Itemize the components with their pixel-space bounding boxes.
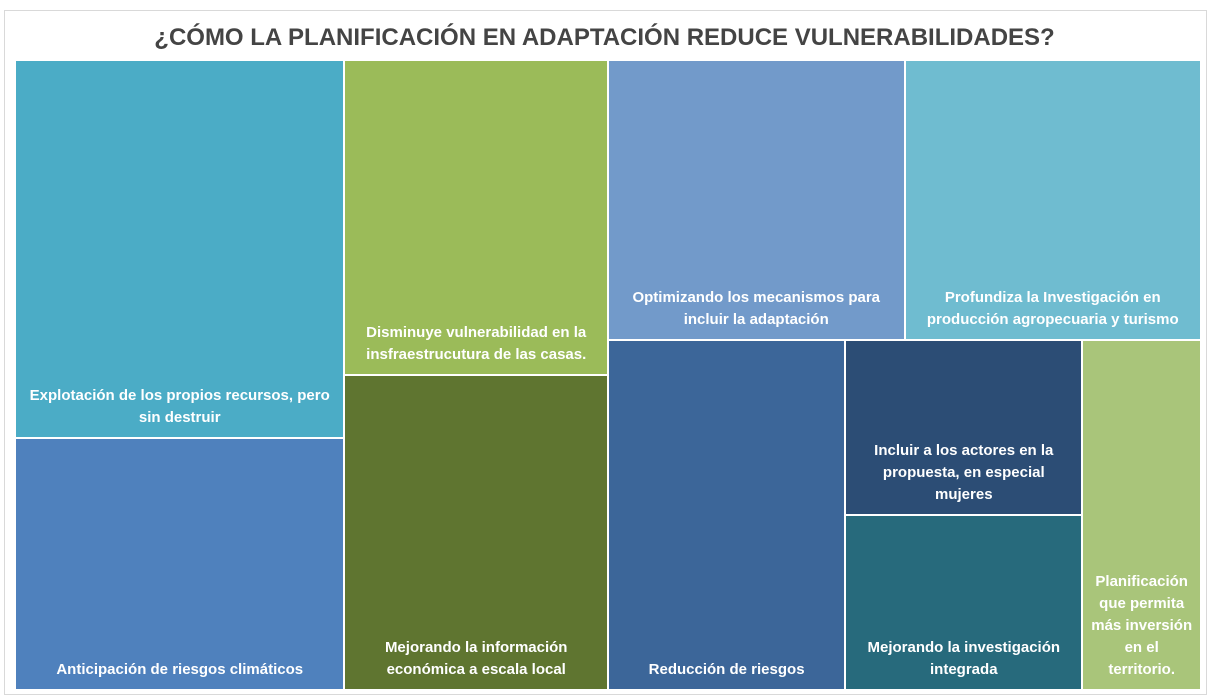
- treemap-cell: Disminuye vulnerabilidad en la insfraest…: [344, 60, 608, 375]
- chart-title: ¿CÓMO LA PLANIFICACIÓN EN ADAPTACIÓN RED…: [154, 24, 1055, 51]
- cell-label: Incluir a los actores en la propuesta, e…: [874, 442, 1054, 503]
- cell-label: Mejorando la investigación integrada: [867, 639, 1061, 678]
- cell-label: Anticipación de riesgos climáticos: [56, 661, 304, 678]
- cell-label: Reducción de riesgos: [648, 661, 805, 678]
- treemap-cell: Incluir a los actores en la propuesta, e…: [845, 340, 1083, 515]
- cell-label: Optimizando los mecanismos para incluir …: [632, 289, 881, 328]
- treemap-cell: Reducción de riesgos: [608, 340, 846, 690]
- treemap-cell: Optimizando los mecanismos para incluir …: [608, 60, 905, 340]
- treemap-cell: Anticipación de riesgos climáticos: [15, 438, 345, 690]
- treemap-cell: Mejorando la investigación integrada: [845, 515, 1083, 690]
- cell-label: Explotación de los propios recursos, per…: [29, 387, 330, 426]
- cell-label: Mejorando la información económica a esc…: [384, 639, 568, 678]
- treemap-cell: Explotación de los propios recursos, per…: [15, 60, 345, 438]
- cell-label: Disminuye vulnerabilidad en la insfraest…: [366, 324, 587, 363]
- chart-frame: [4, 10, 1207, 695]
- cell-label: Profundiza la Investigación en producció…: [926, 289, 1179, 328]
- treemap-cell: Planificación que permita más inversión …: [1082, 340, 1201, 690]
- treemap-cell: Profundiza la Investigación en producció…: [904, 60, 1201, 340]
- treemap-cell: Mejorando la información económica a esc…: [344, 375, 608, 690]
- cell-label: Planificación que permita más inversión …: [1091, 573, 1193, 678]
